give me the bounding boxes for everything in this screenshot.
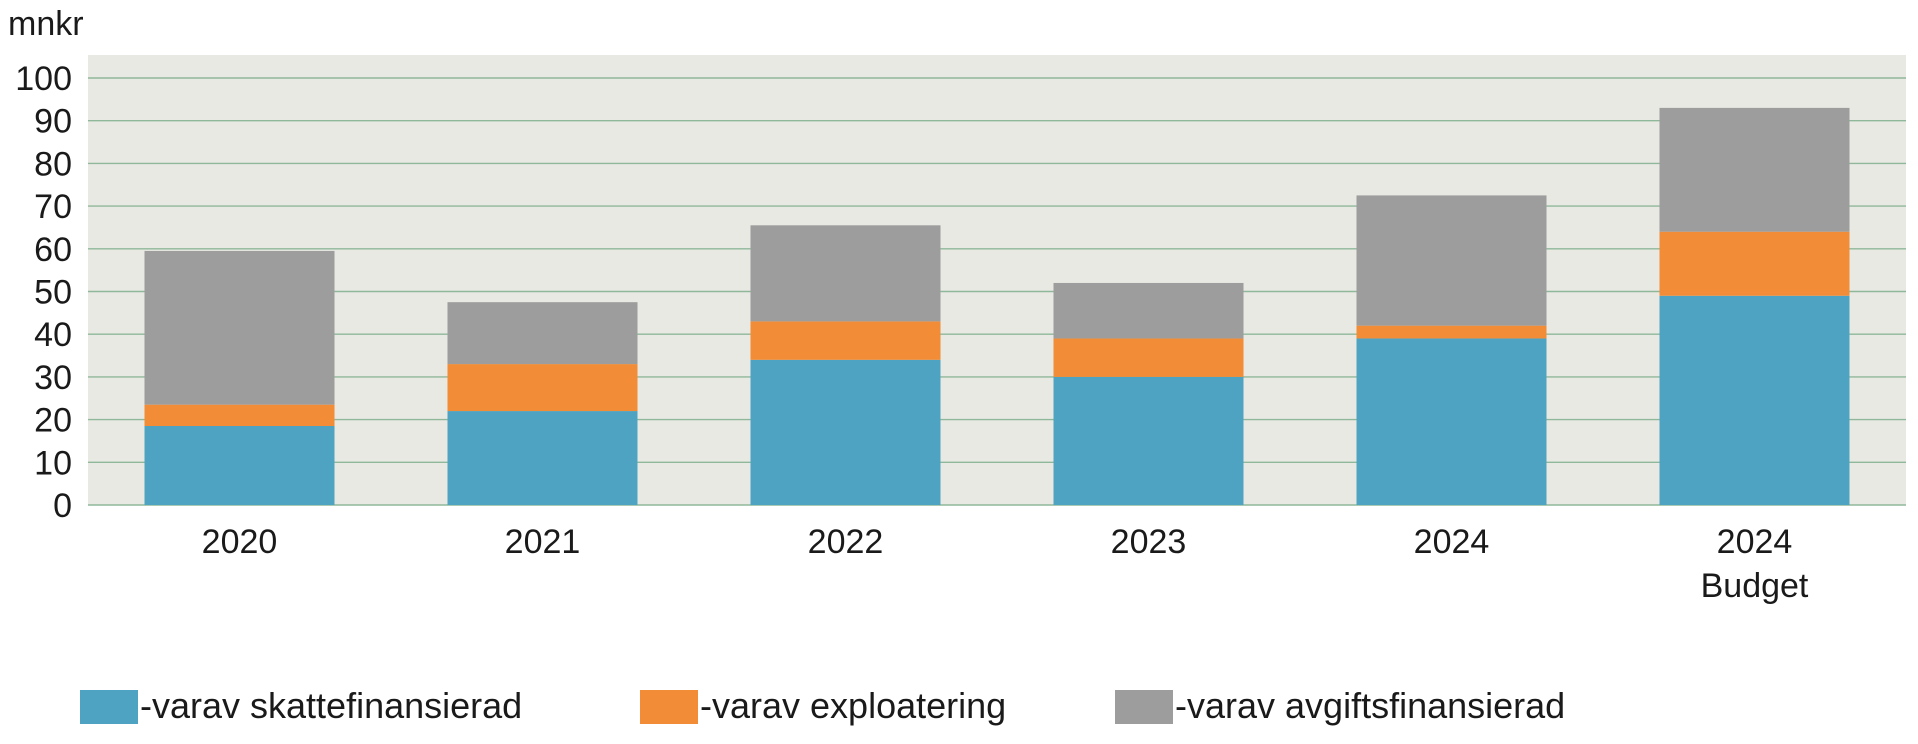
x-tick-label: 2022 xyxy=(808,523,884,561)
legend-swatch xyxy=(1115,690,1173,724)
plot-area xyxy=(88,55,1906,505)
bar-segment-avgiftsfinansierad xyxy=(144,250,335,405)
y-tick-label: 50 xyxy=(34,274,72,312)
x-tick-label: 2020 xyxy=(202,523,278,561)
legend-label: -varav avgiftsfinansierad xyxy=(1175,685,1565,726)
y-tick-label: 70 xyxy=(34,188,72,226)
bars xyxy=(144,107,1850,505)
bar-segment-exploatering xyxy=(1659,231,1850,296)
bar-segment-skattefinansierad xyxy=(1053,376,1244,505)
bar-segment-exploatering xyxy=(750,321,941,360)
bar-segment-skattefinansierad xyxy=(447,411,638,505)
x-tick-label: 2024 xyxy=(1717,523,1793,561)
x-axis-ticks: 2020 2021 2022 2023 2024 2024 Budget xyxy=(202,523,1809,605)
x-tick-label: 2024 xyxy=(1414,523,1490,561)
bar-segment-exploatering xyxy=(144,404,335,427)
y-tick-label: 80 xyxy=(34,145,72,183)
y-axis-label: mnkr xyxy=(8,5,84,43)
bar-segment-avgiftsfinansierad xyxy=(447,302,638,365)
bar-segment-avgiftsfinansierad xyxy=(1356,195,1547,326)
bar-segment-exploatering xyxy=(1053,338,1244,377)
y-tick-label: 60 xyxy=(34,231,72,269)
bar-segment-exploatering xyxy=(1356,325,1547,339)
y-tick-label: 20 xyxy=(34,402,72,440)
y-tick-label: 100 xyxy=(15,60,72,98)
y-tick-label: 0 xyxy=(53,487,72,525)
bar-segment-skattefinansierad xyxy=(1356,338,1547,505)
bar-segment-avgiftsfinansierad xyxy=(1659,107,1850,232)
y-tick-label: 10 xyxy=(34,444,72,482)
legend-label: -varav exploatering xyxy=(700,685,1006,726)
legend-swatch xyxy=(640,690,698,724)
bar-segment-skattefinansierad xyxy=(144,426,335,505)
legend-label: -varav skattefinansierad xyxy=(140,685,522,726)
bar-segment-skattefinansierad xyxy=(1659,295,1850,505)
bar-segment-avgiftsfinansierad xyxy=(1053,282,1244,339)
y-axis-ticks: 0 10 20 30 40 50 60 70 80 90 100 xyxy=(15,60,72,525)
y-tick-label: 90 xyxy=(34,103,72,141)
bar-segment-avgiftsfinansierad xyxy=(750,225,941,322)
x-tick-label: 2021 xyxy=(505,523,581,561)
bar-segment-skattefinansierad xyxy=(750,359,941,505)
grid-lines xyxy=(88,77,1906,506)
y-tick-label: 30 xyxy=(34,359,72,397)
bar-segment-exploatering xyxy=(447,364,638,412)
x-tick-label: 2023 xyxy=(1111,523,1187,561)
x-tick-label: Budget xyxy=(1701,567,1809,605)
legend: -varav skattefinansierad -varav exploater… xyxy=(80,685,1565,726)
legend-swatch xyxy=(80,690,138,724)
y-tick-label: 40 xyxy=(34,316,72,354)
